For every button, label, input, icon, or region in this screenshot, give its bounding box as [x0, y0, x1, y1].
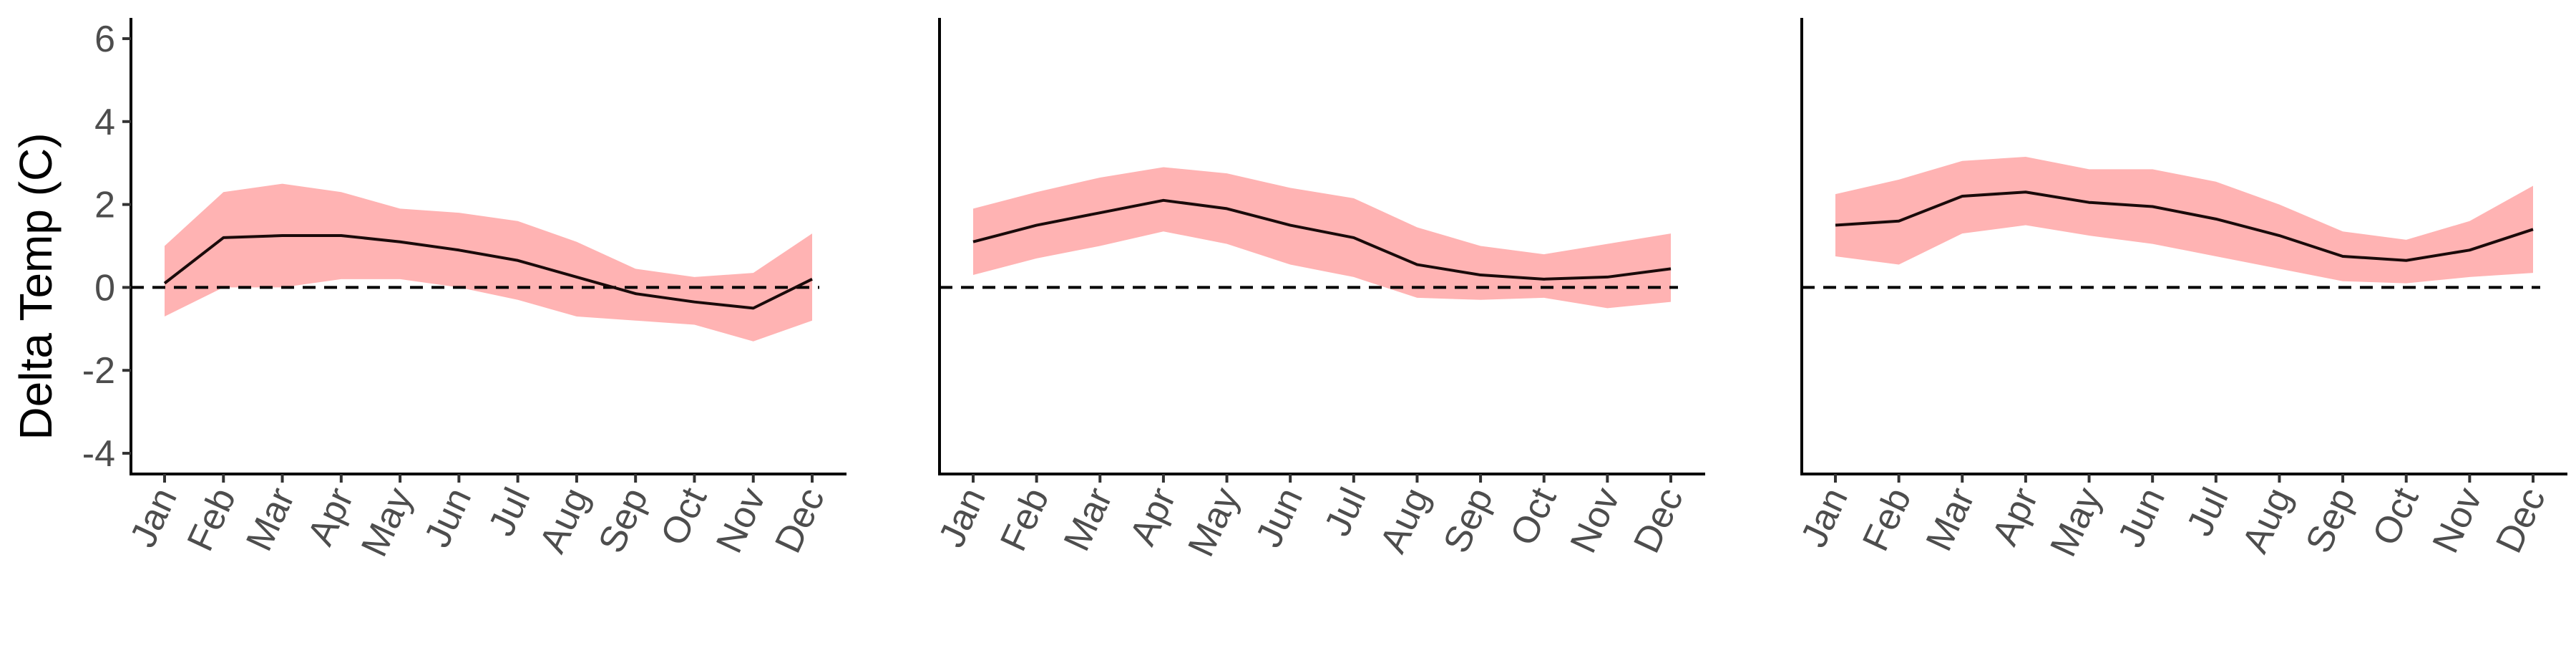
x-tick-label: Apr	[300, 482, 362, 552]
y-tick-label: 6	[94, 19, 115, 60]
y-tick-label: 2	[94, 185, 115, 226]
y-tick-label: -4	[82, 433, 115, 475]
x-tick-label: Jan	[931, 482, 994, 554]
x-tick-label: Feb	[1855, 482, 1919, 558]
x-tick-label: Nov	[2425, 482, 2491, 559]
x-tick-label: Nov	[708, 482, 774, 559]
x-tick-label: Jun	[2110, 482, 2173, 554]
mean-line	[1835, 190, 2534, 262]
x-tick-label: Dec	[1626, 482, 1692, 559]
confidence-band	[1835, 156, 2533, 284]
x-tick-label: Oct	[1503, 481, 1565, 551]
x-tick-label: Apr	[1122, 482, 1184, 552]
x-tick-label: Mar	[238, 482, 303, 558]
confidence-band	[165, 183, 812, 342]
x-tick-label: Dec	[767, 482, 833, 559]
x-tick-label: Sep	[2298, 482, 2363, 559]
x-tick-label: Oct	[2365, 481, 2427, 551]
x-tick-label: Nov	[1563, 482, 1629, 559]
x-tick-label: Jun	[1248, 482, 1311, 554]
x-tick-label: Feb	[180, 482, 244, 558]
x-tick-label: May	[353, 482, 421, 564]
x-tick-label: Dec	[2488, 482, 2554, 559]
x-tick-label: Mar	[1056, 482, 1121, 558]
y-tick-label: -2	[82, 350, 115, 392]
y-tick-label: 0	[94, 267, 115, 309]
x-tick-label: Mar	[1918, 482, 1983, 558]
y-axis-title: Delta Temp (C)	[10, 132, 62, 440]
y-tick-label: 4	[94, 102, 115, 143]
x-tick-label: Jul	[1317, 482, 1375, 543]
x-tick-label: Apr	[1984, 482, 2046, 552]
x-tick-label: May	[2042, 482, 2109, 564]
x-tick-label: Sep	[590, 482, 656, 559]
x-tick-label: Jun	[416, 482, 479, 554]
x-tick-label: May	[1180, 482, 1247, 564]
mean-line	[972, 198, 1672, 281]
x-tick-label: Feb	[992, 482, 1057, 558]
x-tick-label: Sep	[1435, 482, 1501, 559]
x-tick-label: Aug	[532, 482, 597, 559]
x-tick-label: Aug	[2235, 482, 2301, 559]
mean-line	[163, 234, 813, 310]
x-tick-label: Jan	[122, 482, 185, 554]
x-tick-label: Jul	[2179, 482, 2237, 543]
x-tick-label: Oct	[653, 481, 716, 551]
x-tick-label: Jul	[481, 482, 539, 543]
x-tick-label: Aug	[1372, 482, 1438, 559]
x-tick-label: Jan	[1793, 482, 1856, 554]
